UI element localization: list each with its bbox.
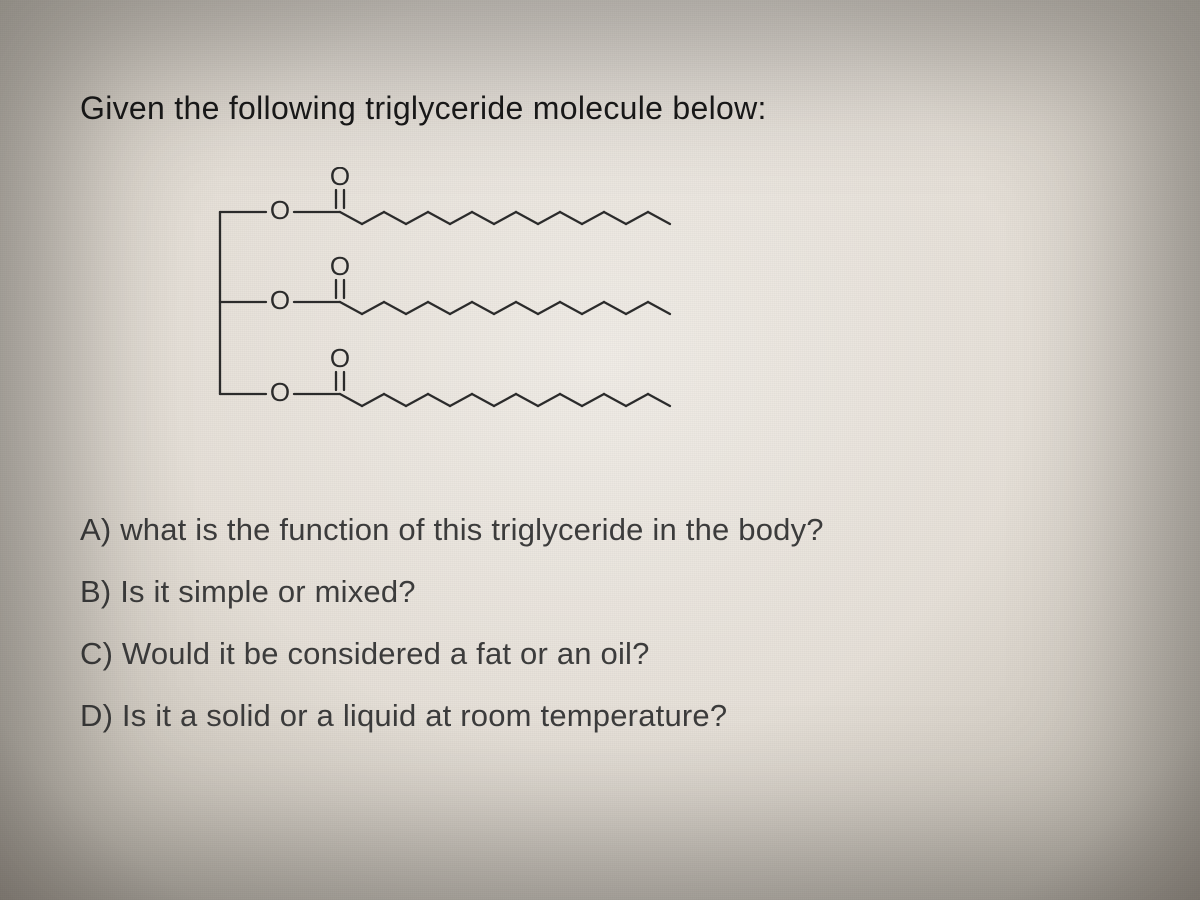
triglyceride-structure: O O O O O O: [140, 167, 1120, 452]
svg-text:O: O: [330, 343, 350, 373]
svg-text:O: O: [270, 285, 290, 315]
svg-text:O: O: [270, 195, 290, 225]
question-title: Given the following triglyceride molecul…: [80, 90, 1120, 127]
question-c: C) Would it be considered a fat or an oi…: [80, 636, 1120, 672]
svg-text:O: O: [330, 251, 350, 281]
molecule-svg: O O O O O O: [140, 167, 760, 447]
question-panel: Given the following triglyceride molecul…: [0, 0, 1200, 734]
question-d: D) Is it a solid or a liquid at room tem…: [80, 698, 1120, 734]
svg-text:O: O: [270, 377, 290, 407]
question-b: B) Is it simple or mixed?: [80, 574, 1120, 610]
question-a: A) what is the function of this triglyce…: [80, 512, 1120, 548]
question-list: A) what is the function of this triglyce…: [80, 512, 1120, 734]
svg-text:O: O: [330, 167, 350, 191]
